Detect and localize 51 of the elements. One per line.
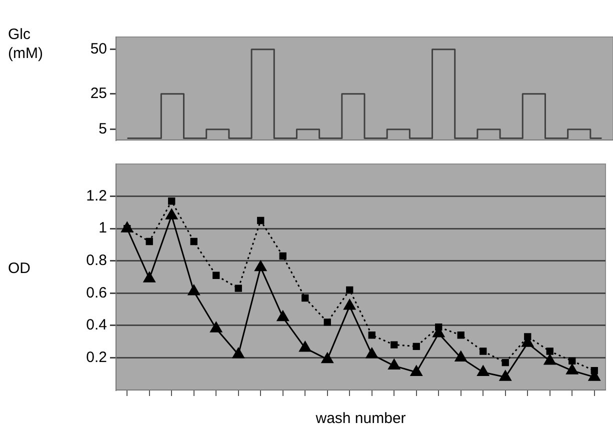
point: [568, 357, 576, 365]
point: [566, 364, 578, 374]
point: [324, 318, 331, 326]
point: [188, 284, 200, 296]
point: [366, 348, 378, 358]
point: [388, 359, 400, 370]
point: [146, 238, 153, 246]
y-tick-label: 0.4: [86, 316, 107, 334]
y-tick-label: 5: [98, 120, 107, 138]
point: [390, 341, 398, 348]
point: [590, 367, 598, 374]
point: [544, 354, 556, 365]
point: [279, 252, 286, 260]
point: [210, 322, 222, 332]
point: [321, 352, 334, 364]
point: [454, 350, 467, 362]
point: [412, 342, 420, 350]
y-tick-label: 0.2: [86, 348, 107, 366]
point: [346, 286, 354, 294]
point: [499, 370, 512, 381]
point: [502, 358, 509, 366]
point: [344, 299, 356, 310]
y-tick-label: 0.8: [86, 252, 107, 269]
point: [299, 341, 312, 352]
point: [546, 348, 554, 355]
point: [368, 332, 376, 339]
point: [212, 272, 220, 279]
y-axis-title: OD: [8, 259, 30, 278]
y-tick-label: 50: [90, 40, 107, 58]
point: [190, 238, 198, 246]
y-tick-label: 1: [98, 220, 107, 237]
y-tick-label: 0.6: [86, 284, 107, 302]
point: [166, 208, 178, 220]
point: [254, 260, 267, 272]
point: [276, 310, 289, 322]
point: [257, 216, 264, 224]
point: [302, 294, 309, 302]
point: [234, 284, 242, 292]
point: [480, 348, 487, 355]
point: [457, 332, 464, 339]
point: [435, 323, 442, 331]
point: [524, 333, 532, 340]
y-tick-label: 1.2: [86, 187, 107, 204]
y-axis-title: Glc (mM): [8, 25, 43, 63]
point: [168, 198, 176, 205]
point: [410, 365, 422, 376]
x-axis-title: wash number: [314, 410, 406, 428]
point: [477, 365, 490, 376]
y-tick-label: 25: [90, 84, 107, 102]
point: [232, 348, 244, 358]
point: [143, 272, 156, 282]
